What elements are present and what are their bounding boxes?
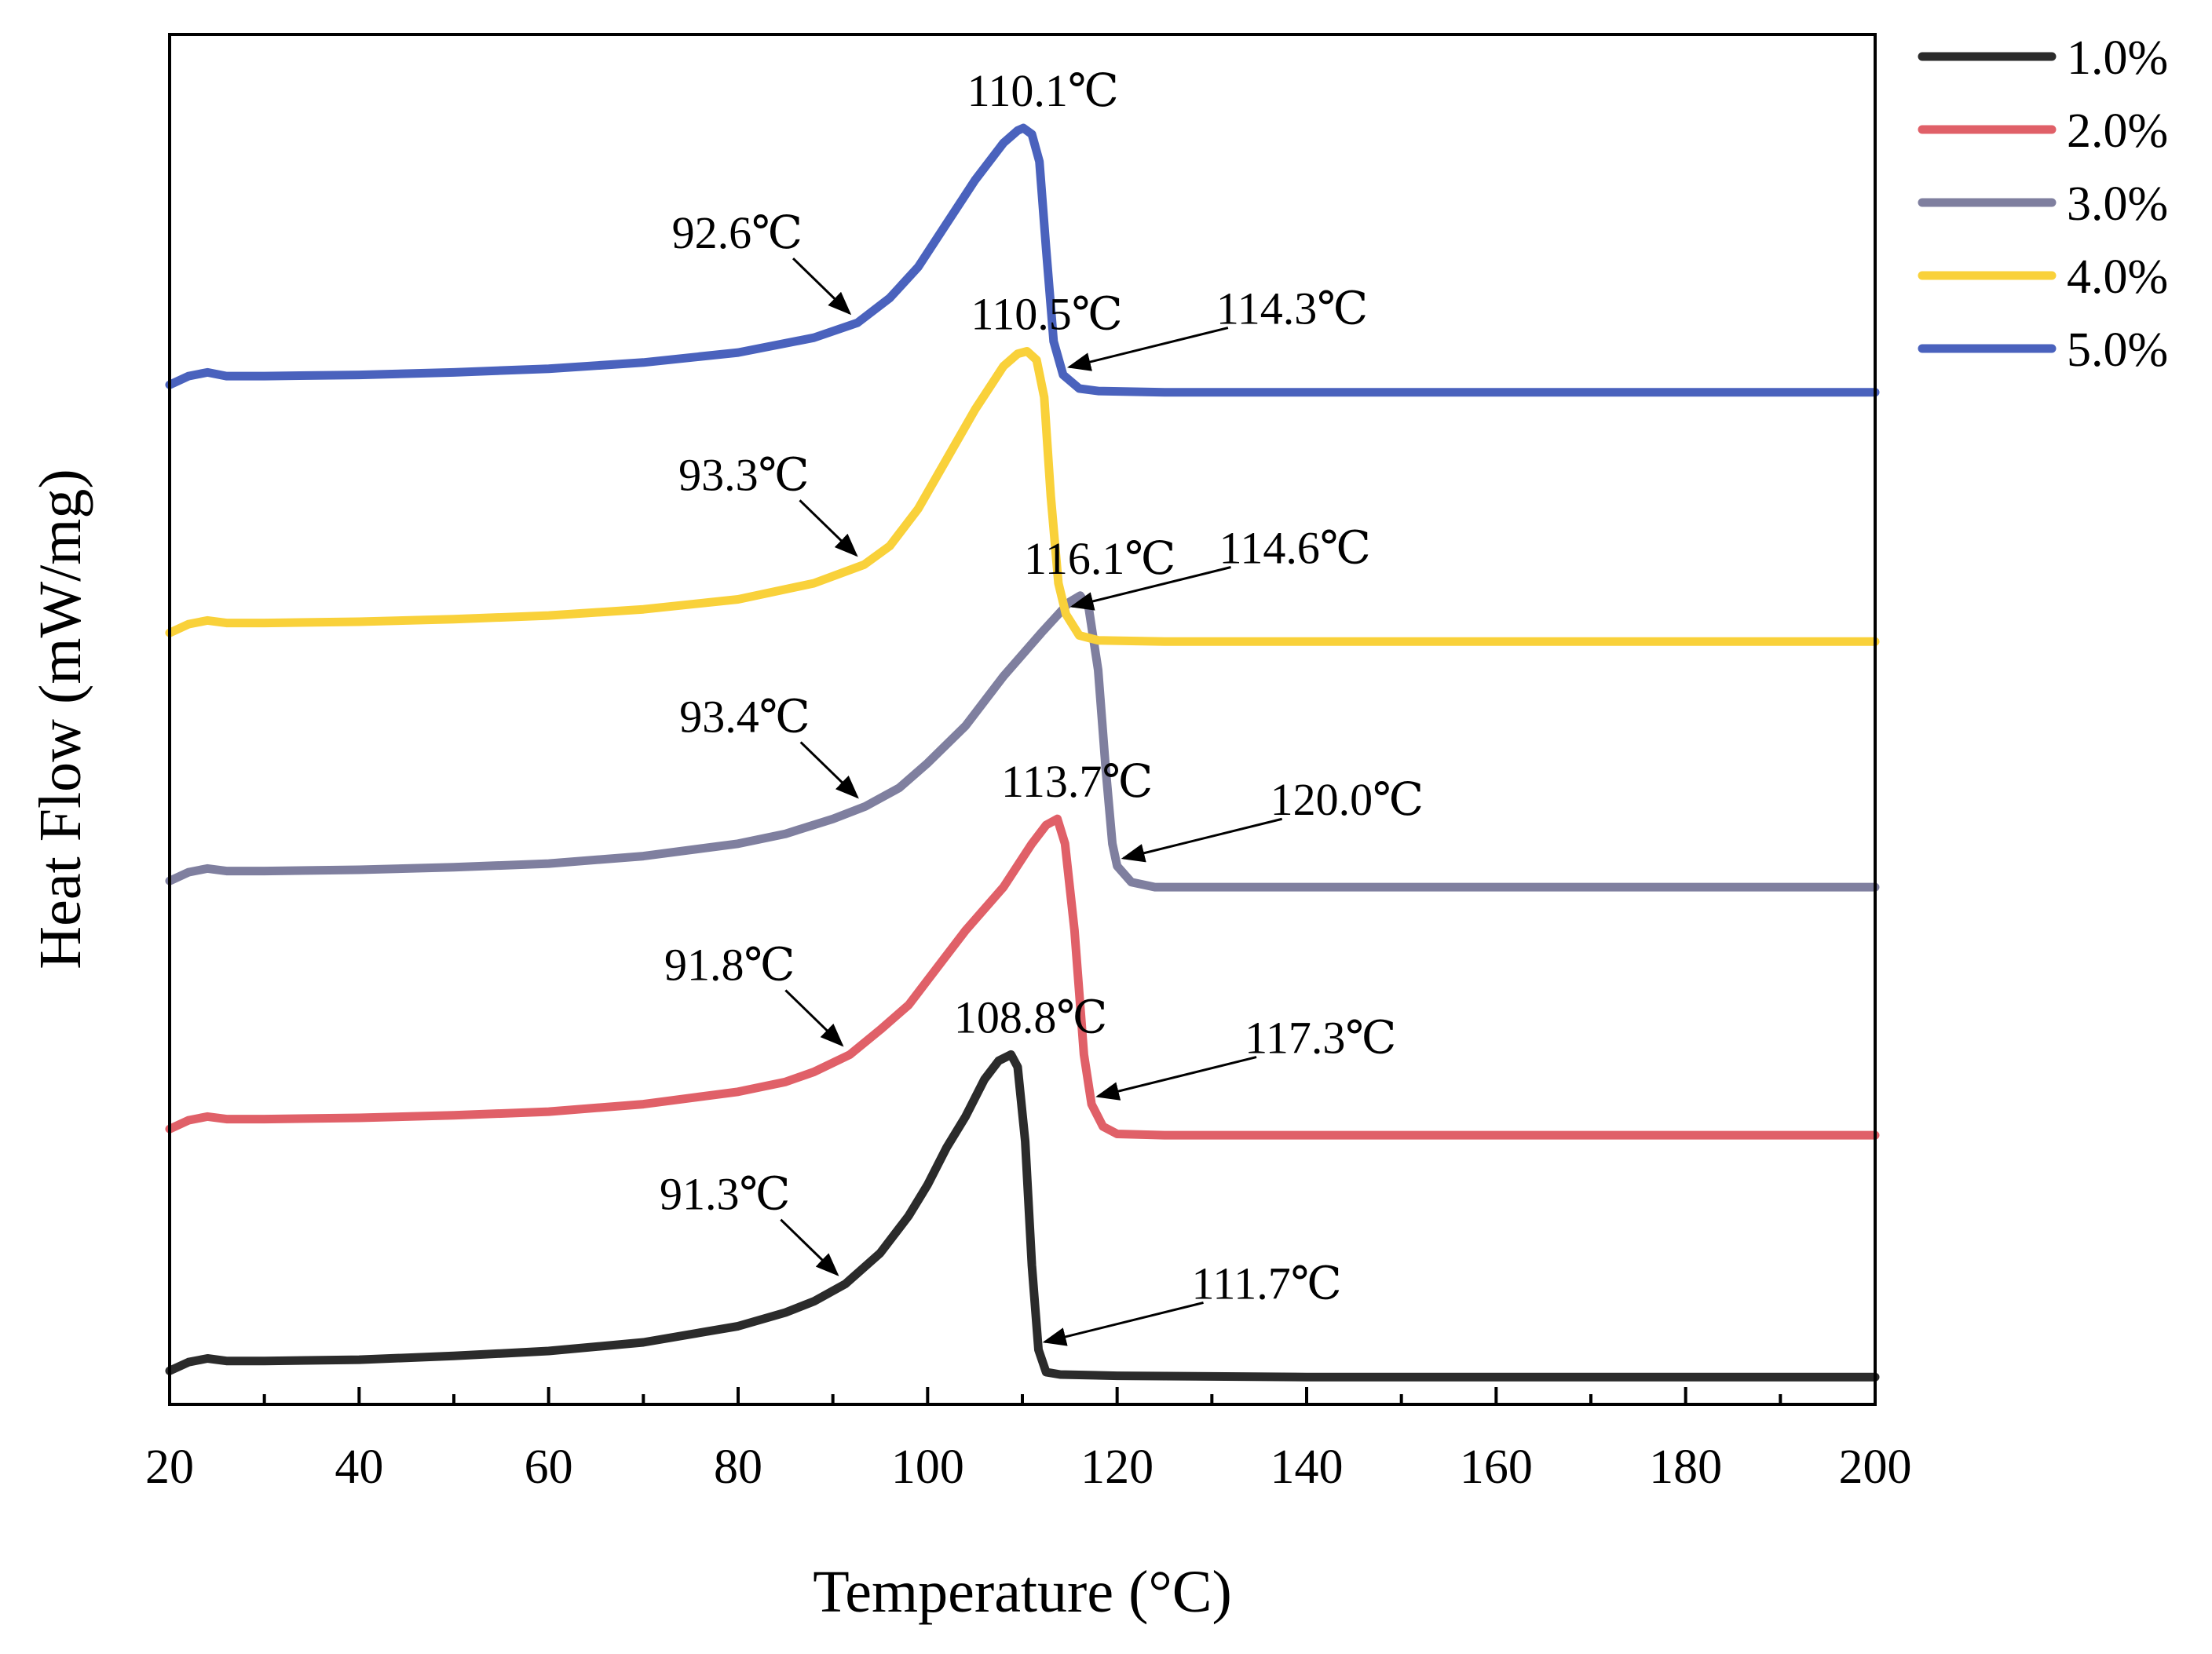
legend-label: 3.0% — [2067, 177, 2168, 231]
onset-arrow — [799, 741, 859, 799]
annotation-layer: 91.3℃ 108.8℃ 111.7℃ 91.8℃ 113.7℃ 117.3℃ 93.4℃ 1… — [660, 65, 1424, 1346]
end-temperature-label: 111.7℃ — [1192, 1258, 1342, 1309]
series-line-4.0pct — [165, 347, 1880, 646]
x-tick-label: 40 — [335, 1440, 383, 1494]
legend-label: 4.0% — [2067, 250, 2168, 304]
y-axis-title: Heat Flow (mW/mg) — [27, 469, 93, 969]
x-tick-label: 60 — [525, 1440, 573, 1494]
onset-arrow — [792, 257, 852, 316]
onset-temperature-label: 92.6℃ — [672, 207, 803, 258]
x-tick-label: 120 — [1080, 1440, 1154, 1494]
x-tick-label: 100 — [891, 1440, 964, 1494]
x-tick-label: 200 — [1839, 1440, 1912, 1494]
legend-label: 5.0% — [2067, 323, 2168, 377]
onset-arrow — [784, 989, 844, 1047]
end-temperature-label: 114.6℃ — [1219, 523, 1371, 574]
series-line-3.0pct — [165, 591, 1880, 892]
onset-arrow — [780, 1218, 839, 1276]
plot-frame — [168, 33, 1877, 1406]
onset-temperature-label: 93.4℃ — [679, 691, 810, 742]
end-arrow — [1069, 566, 1231, 611]
end-arrow — [1066, 327, 1229, 371]
onset-temperature-label: 93.3℃ — [678, 449, 809, 500]
legend: 1.0% 2.0% 3.0% 4.0% 5.0% — [1918, 31, 2168, 377]
x-tick-label: 140 — [1271, 1440, 1344, 1494]
legend-label: 1.0% — [2067, 31, 2168, 85]
peak-temperature-label: 110.1℃ — [967, 65, 1119, 116]
series-line-1.0pct — [165, 1050, 1880, 1382]
x-tick-label: 20 — [145, 1440, 194, 1494]
series-line-5.0pct — [165, 123, 1880, 397]
x-axis-ticks: 20 40 60 80 100 120 140 160 180 200 — [145, 1387, 1912, 1494]
peak-temperature-label: 116.1℃ — [1024, 533, 1175, 584]
series-line-2.0pct — [165, 814, 1880, 1140]
end-temperature-label: 114.3℃ — [1216, 283, 1368, 334]
onset-temperature-label: 91.8℃ — [664, 939, 795, 990]
peak-temperature-label: 110.5℃ — [971, 289, 1122, 340]
onset-temperature-label: 91.3℃ — [660, 1169, 790, 1220]
peak-temperature-label: 113.7℃ — [1001, 756, 1153, 807]
end-temperature-label: 120.0℃ — [1271, 774, 1424, 825]
end-arrow — [1095, 1056, 1257, 1101]
x-tick-label: 160 — [1460, 1440, 1533, 1494]
end-arrow — [1121, 817, 1283, 863]
peak-temperature-label: 108.8℃ — [954, 991, 1107, 1042]
legend-label: 2.0% — [2067, 104, 2168, 158]
x-tick-label: 80 — [714, 1440, 762, 1494]
end-arrow — [1042, 1301, 1204, 1346]
end-temperature-label: 117.3℃ — [1245, 1013, 1396, 1064]
x-tick-label: 180 — [1649, 1440, 1722, 1494]
series-layer — [165, 123, 1880, 1382]
onset-arrow — [799, 499, 858, 557]
x-axis-title: Temperature (°C) — [813, 1559, 1232, 1625]
